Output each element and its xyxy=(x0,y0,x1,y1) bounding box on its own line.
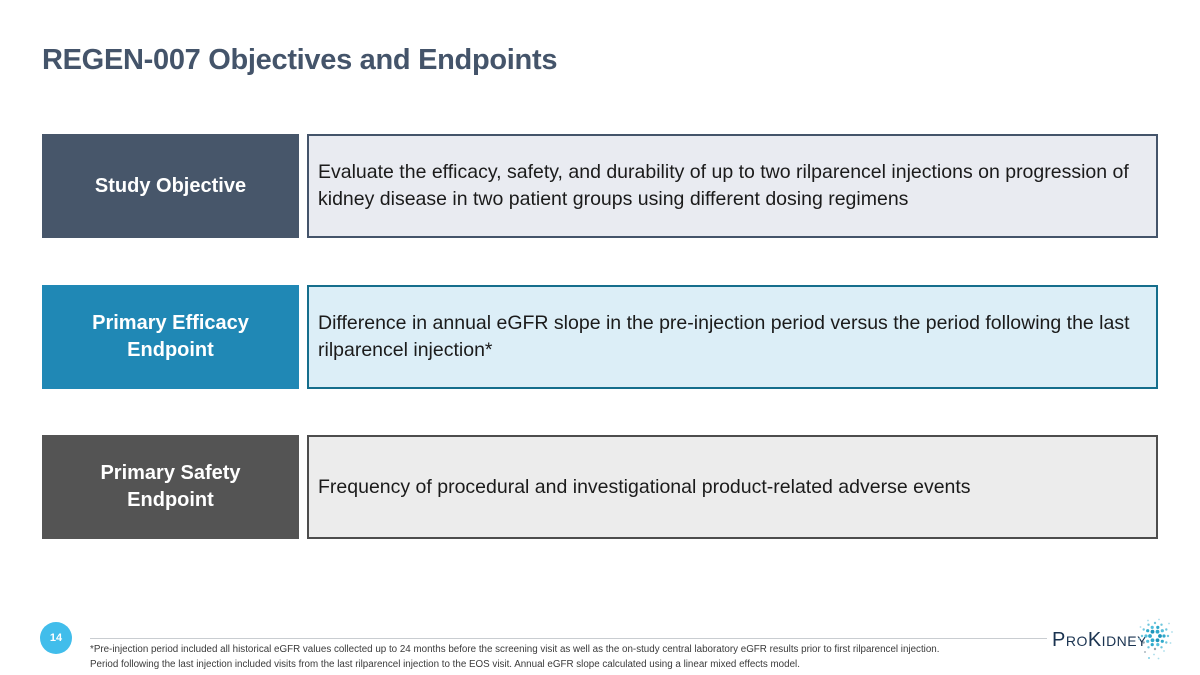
footnote-line-1: *Pre-injection period included all histo… xyxy=(90,644,940,655)
page-title: REGEN-007 Objectives and Endpoints xyxy=(42,44,558,76)
primary-efficacy-endpoint-label: Primary Efficacy Endpoint xyxy=(42,285,299,389)
row-primary-safety-endpoint: Primary Safety Endpoint Frequency of pro… xyxy=(42,435,1158,539)
footnote: *Pre-injection period included all histo… xyxy=(90,643,1050,672)
footnote-line-2: Period following the last injection incl… xyxy=(90,658,800,670)
primary-efficacy-endpoint-text-value: Difference in annual eGFR slope in the p… xyxy=(318,312,1130,361)
prokidney-dots-icon xyxy=(1138,618,1173,660)
primary-efficacy-endpoint-text: Difference in annual eGFR slope in the p… xyxy=(307,285,1158,389)
prokidney-logo: ProKidney xyxy=(1052,618,1177,660)
row-study-objective: Study Objective Evaluate the efficacy, s… xyxy=(42,134,1158,238)
primary-safety-endpoint-label: Primary Safety Endpoint xyxy=(42,435,299,539)
study-objective-text-value: Evaluate the efficacy, safety, and durab… xyxy=(318,161,1129,210)
prokidney-wordmark: ProKidney xyxy=(1052,628,1147,651)
study-objective-label: Study Objective xyxy=(42,134,299,238)
primary-safety-endpoint-text: Frequency of procedural and investigatio… xyxy=(307,435,1158,539)
page-number-badge: 14 xyxy=(40,622,72,654)
study-objective-text: Evaluate the efficacy, safety, and durab… xyxy=(307,134,1158,238)
row-primary-efficacy-endpoint: Primary Efficacy Endpoint Difference in … xyxy=(42,285,1158,389)
primary-safety-endpoint-text-value: Frequency of procedural and investigatio… xyxy=(318,475,971,498)
footer-divider xyxy=(90,638,1047,639)
